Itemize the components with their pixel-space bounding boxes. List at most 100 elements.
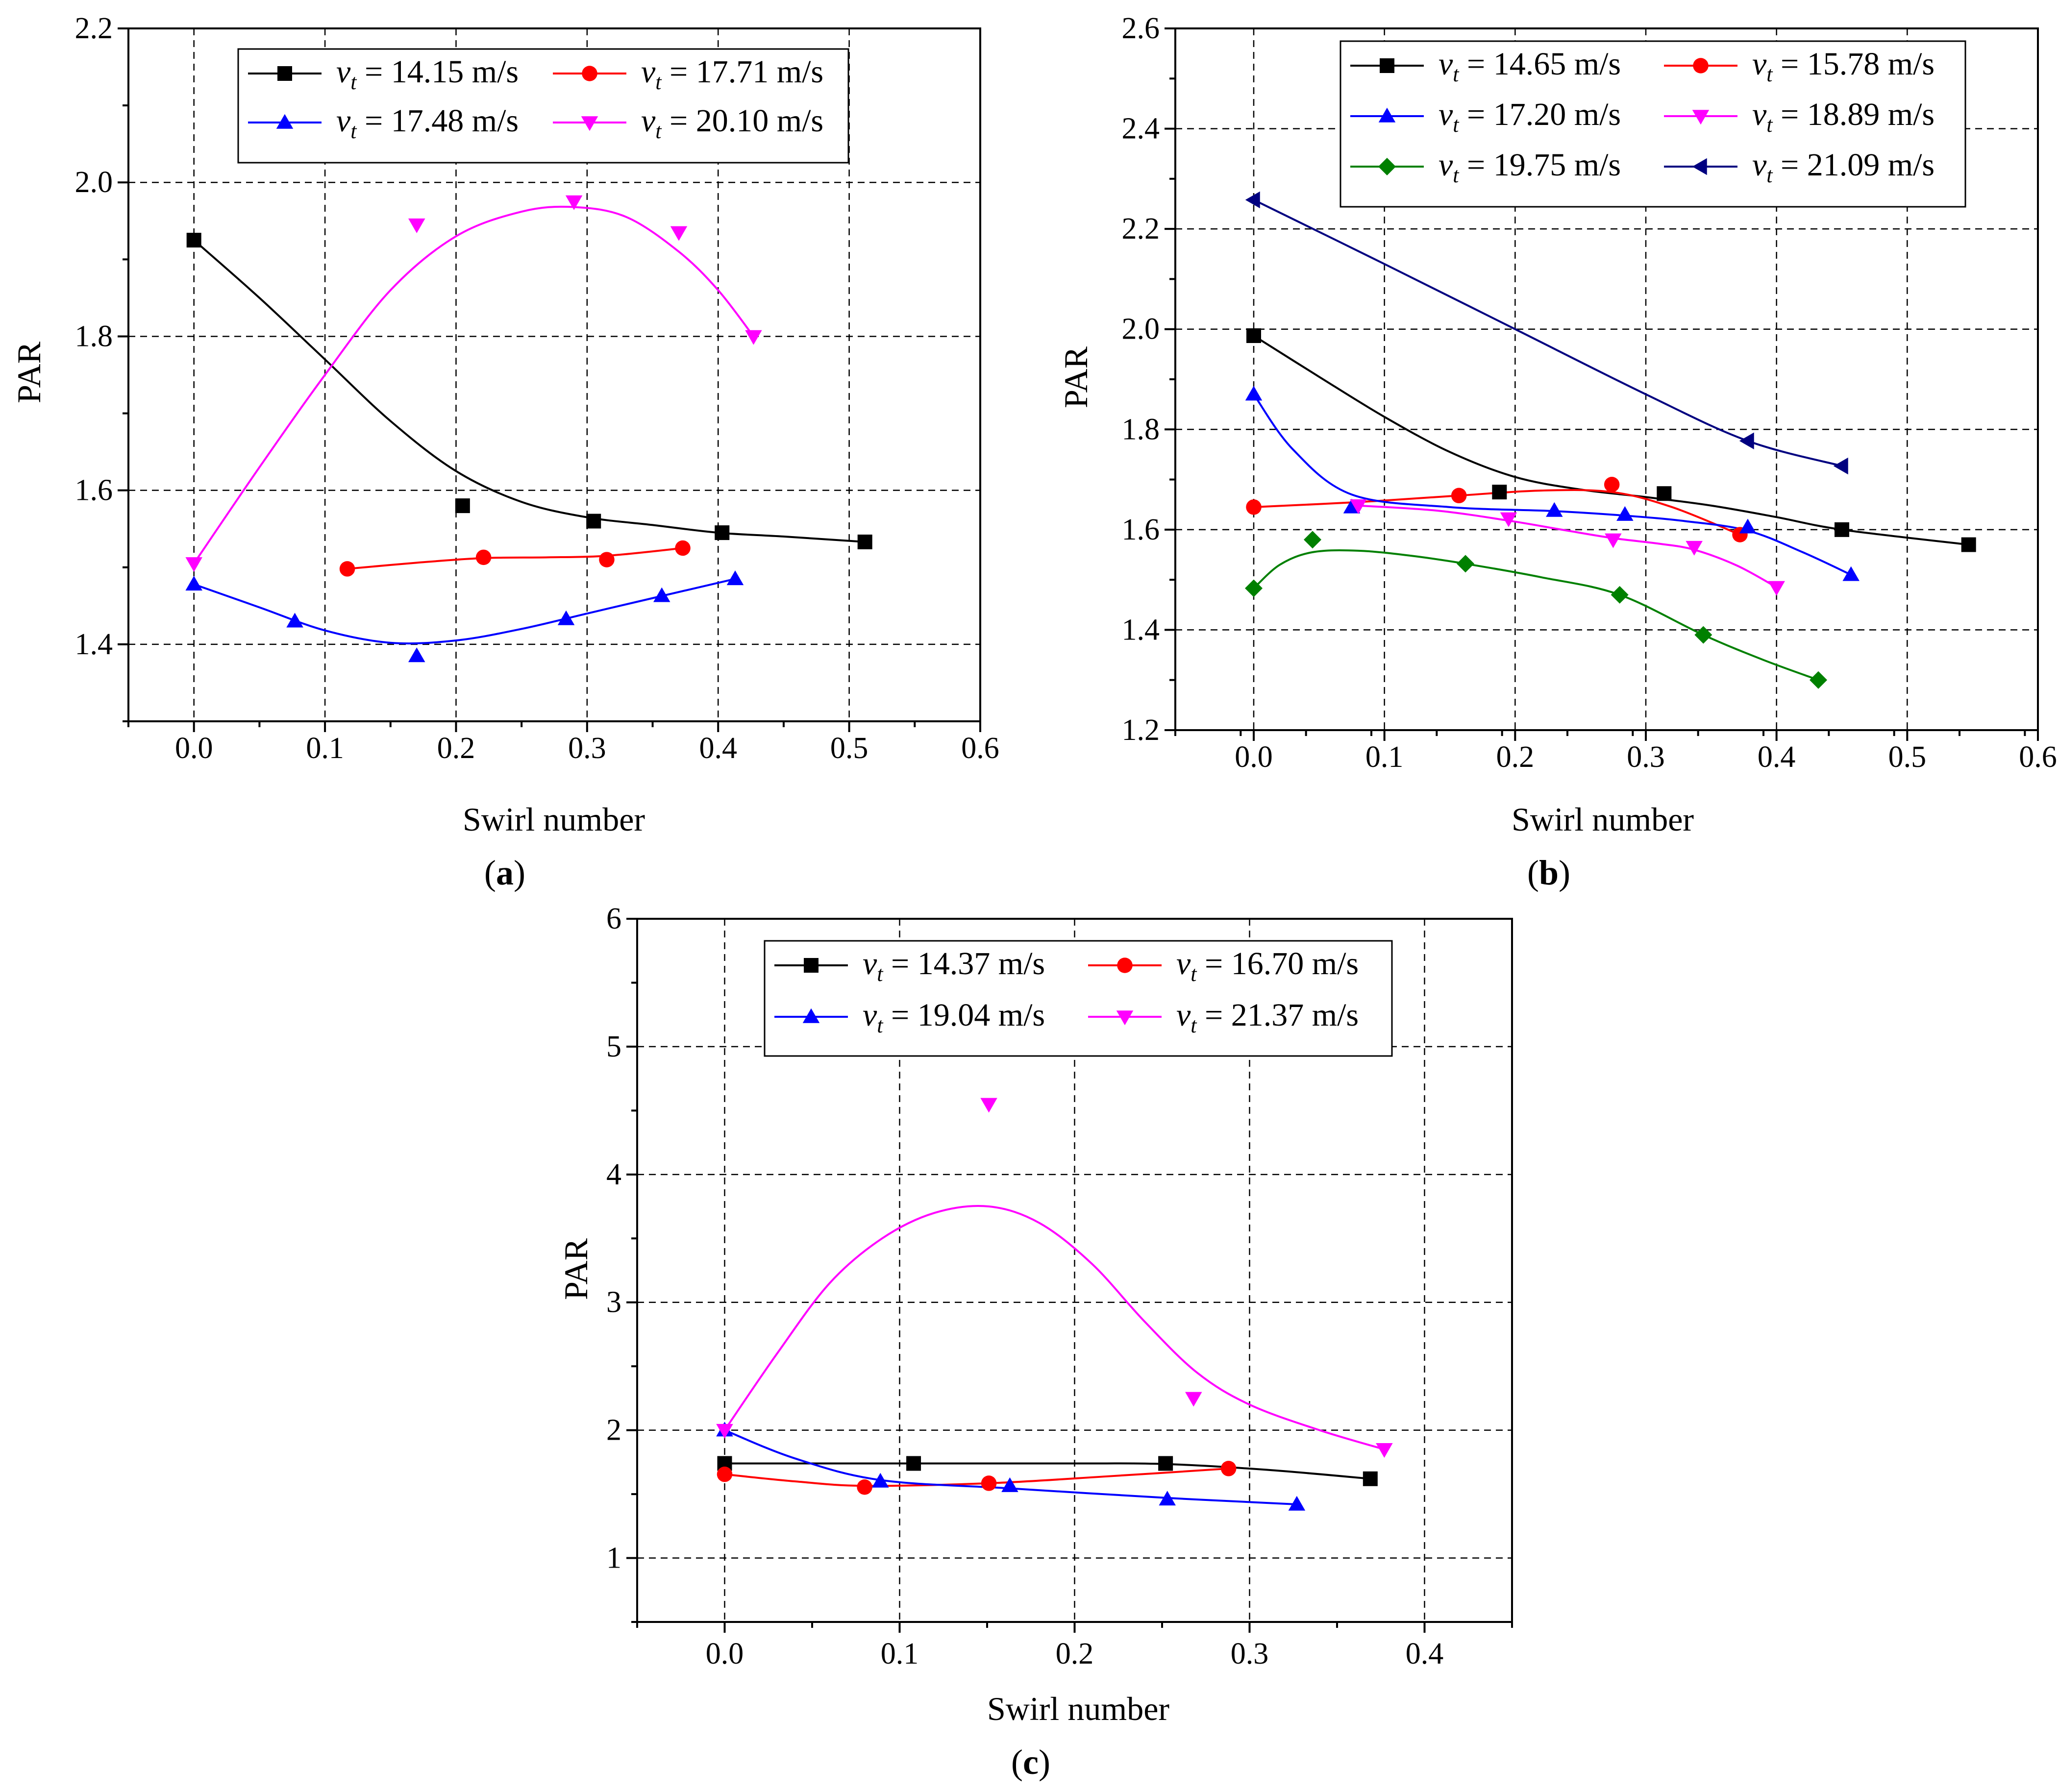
panel-a-tick-labels: 0.0 0.1 0.2 0.3 0.4 0.5 0.6 1.4 1.6 1.8 2.0 2.2 <box>75 12 999 765</box>
panel-b-series-2-line <box>1253 393 1852 576</box>
panel-b-x-tick-label-6: 0.6 <box>2019 740 2057 774</box>
panel-c-x-tick-label-0: 0.0 <box>706 1637 744 1670</box>
panel-c-series-3-line <box>723 1205 1385 1450</box>
panel-a-series-2-point-0 <box>185 576 202 591</box>
panel-b-series-4-point-5 <box>1810 671 1827 689</box>
panel-a-axes <box>118 27 981 732</box>
panel-b-y-tick-label-3: 1.8 <box>1122 413 1160 446</box>
panel-b-series-2-point-5 <box>1842 566 1860 581</box>
panel-b-label: (b) <box>1527 853 1570 892</box>
panel-b-series-0-line <box>1253 335 1969 546</box>
panel-c-x-tick-label-4: 0.4 <box>1406 1637 1444 1670</box>
panel-c-legend-label-2: vt = 19.04 m/s <box>863 997 1045 1037</box>
panel-c-series-0-point-1 <box>906 1456 921 1471</box>
panel-c-series-2-point-4 <box>1288 1496 1306 1511</box>
panel-a-label: (a) <box>484 853 525 892</box>
panel-b-series-5-point-1 <box>1739 432 1754 450</box>
panel-c-markers <box>716 1098 1393 1511</box>
panel-b-curves <box>1253 199 1969 681</box>
panel-a-series-0-point-0 <box>186 233 201 248</box>
panel-b-y-tick-label-7: 2.6 <box>1122 12 1160 45</box>
panel-c-y-tick-label-0: 1 <box>606 1542 621 1575</box>
panel-b-axes <box>1165 27 2039 741</box>
panel-a-x-tick-label-0: 0.0 <box>175 732 213 765</box>
panel-c-series-2-line <box>724 1429 1297 1505</box>
panel-b-y-tick-label-2: 1.6 <box>1122 513 1160 546</box>
panel-b-series-2-point-2 <box>1546 502 1563 517</box>
panel-c-series-1-line <box>724 1467 1229 1487</box>
panel-b-y-axis-title: PAR <box>1057 346 1094 408</box>
panel-b-y-tick-label-1: 1.4 <box>1122 613 1160 646</box>
panel-c-series-1-point-1 <box>857 1479 872 1495</box>
panel-c-y-axis-title: PAR <box>557 1238 595 1300</box>
panel-a-series-2-point-2 <box>408 647 425 663</box>
panel-a-series-1-point-1 <box>475 549 492 565</box>
panel-b-series-3-point-1 <box>1500 512 1517 527</box>
panel-c-series-1-point-0 <box>717 1466 733 1482</box>
panel-a-series-2-line <box>194 578 736 645</box>
panel-a-chart: 0.0 0.1 0.2 0.3 0.4 0.5 0.6 1.4 1.6 1.8 2.0 2.2 Swi… <box>10 12 999 892</box>
panel-b-legend-label-1: vt = 15.78 m/s <box>1752 46 1935 86</box>
panel-b-series-2-point-4 <box>1739 518 1757 534</box>
panel-b-legend-label-4: vt = 19.75 m/s <box>1439 147 1621 187</box>
panel-b-series-2-point-0 <box>1245 386 1263 401</box>
panel-b-y-tick-label-5: 2.2 <box>1122 212 1160 245</box>
panel-b-series-0-point-1 <box>1492 485 1507 500</box>
panel-a-x-tick-label-1: 0.1 <box>306 732 344 765</box>
panel-c-series-0-point-2 <box>1158 1456 1173 1471</box>
panel-a-series-3-point-1 <box>408 218 425 233</box>
panel-b-y-tick-label-6: 2.4 <box>1122 112 1160 146</box>
panel-b-series-3-point-2 <box>1605 533 1622 548</box>
panel-a-series-3-point-3 <box>670 226 688 241</box>
panel-b-legend-marker-5 <box>1692 158 1707 175</box>
panel-b-legend-label-3: vt = 18.89 m/s <box>1752 97 1935 137</box>
panel-b-y-tick-label-4: 2.0 <box>1122 313 1160 346</box>
panel-b-series-1-point-2 <box>1604 477 1620 492</box>
panel-a-x-tick-label-6: 0.6 <box>961 732 999 765</box>
panel-c-label: (c) <box>1011 1743 1050 1782</box>
panel-b-series-4-point-4 <box>1694 626 1712 644</box>
panel-c-series-1-point-3 <box>1220 1461 1237 1476</box>
panel-a-grid <box>128 28 980 721</box>
panel-b-label-letter: b <box>1539 853 1559 892</box>
panel-a-series-2-point-4 <box>653 587 670 602</box>
panel-c-y-tick-label-2: 3 <box>606 1286 621 1319</box>
panel-c-y-tick-label-3: 4 <box>606 1158 621 1191</box>
panel-a-series-0-point-4 <box>857 534 872 549</box>
panel-a-curves <box>193 205 865 645</box>
panel-c-x-tick-label-1: 0.1 <box>881 1637 919 1670</box>
panel-a-legend: vt = 14.15 m/s vt = 17.71 m/s vt = 17.48 m… <box>237 48 849 164</box>
panel-c-y-tick-label-5: 6 <box>606 902 621 935</box>
panel-b-series-5-point-2 <box>1833 457 1848 475</box>
panel-a-series-0-point-1 <box>455 498 470 514</box>
panel-c-chart: 0.0 0.1 0.2 0.3 0.4 1 2 3 4 5 6 Swirl number PAR v… <box>557 902 1513 1782</box>
panel-c-series-0-line <box>724 1462 1371 1480</box>
panel-b-legend-label-5: vt = 21.09 m/s <box>1752 147 1935 187</box>
panel-a-series-1-line <box>347 547 683 570</box>
panel-c-series-3-point-3 <box>1376 1443 1393 1458</box>
panel-a-legend-label-3: vt = 20.10 m/s <box>641 103 823 143</box>
panel-a-series-3-point-4 <box>745 330 762 345</box>
panel-b-series-4-point-0 <box>1245 579 1263 597</box>
panel-b-x-tick-label-4: 0.4 <box>1758 740 1796 774</box>
panel-c-series-3-point-2 <box>1185 1392 1202 1407</box>
panel-a-legend-label-0: vt = 14.15 m/s <box>336 54 519 94</box>
panel-b-series-0-point-2 <box>1657 486 1672 501</box>
panel-a-y-tick-label-4: 2.2 <box>75 12 113 45</box>
panel-b-legend-marker-2 <box>1378 107 1396 123</box>
panel-a-series-3-point-2 <box>565 195 583 210</box>
panel-c-y-tick-label-4: 5 <box>606 1030 621 1063</box>
panel-a-y-axis-title: PAR <box>10 341 48 403</box>
panel-a-y-tick-label-3: 2.0 <box>75 166 113 199</box>
panel-a-y-tick-label-1: 1.6 <box>75 474 113 507</box>
panel-b-series-3-point-4 <box>1768 581 1785 596</box>
panel-a-series-0-point-2 <box>586 514 601 529</box>
panel-b-series-0-point-0 <box>1246 328 1261 344</box>
panel-c-legend: vt = 14.37 m/s vt = 16.70 m/s vt = 19.04 m… <box>764 940 1393 1057</box>
panel-b-tick-labels: 0.0 0.1 0.2 0.3 0.4 0.5 0.6 1.2 1.4 1.6 1.8 2.0 2.2 2… <box>1122 12 2057 774</box>
panel-b-series-3-line <box>1358 504 1777 589</box>
panel-c-series-3-point-1 <box>980 1098 997 1113</box>
panel-c-x-tick-label-3: 0.3 <box>1231 1637 1269 1670</box>
panel-b-legend: vt = 14.65 m/s vt = 15.78 m/s vt = 17.20 m… <box>1340 40 1966 208</box>
